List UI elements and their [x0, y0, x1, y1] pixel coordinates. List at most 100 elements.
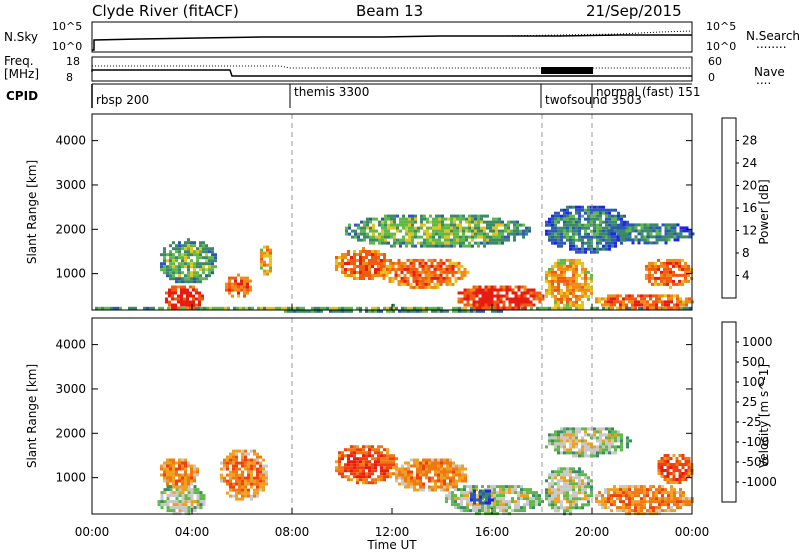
power-cell — [486, 226, 489, 230]
velocity-cell — [404, 479, 407, 483]
power-cell — [661, 294, 664, 298]
power-cell — [345, 226, 348, 230]
power-cell — [165, 291, 168, 295]
power-cell — [418, 273, 422, 277]
power-cell — [453, 214, 456, 218]
power-cell — [181, 265, 184, 269]
power-cell — [599, 217, 602, 221]
power-cell — [664, 238, 668, 242]
power-cell — [551, 214, 554, 218]
power-cell — [383, 259, 386, 262]
power-cell — [401, 306, 404, 310]
velocity-cell — [362, 445, 365, 449]
velocity-cell — [581, 491, 584, 495]
velocity-cell — [517, 485, 520, 489]
power-cell — [669, 261, 672, 265]
power-cell — [415, 285, 419, 289]
power-cell — [360, 220, 363, 224]
velocity-cell — [371, 481, 374, 485]
velocity-cell — [560, 476, 563, 480]
power-cell — [393, 241, 396, 245]
power-cell — [372, 238, 375, 242]
velocity-cell — [566, 433, 569, 437]
velocity-cell — [655, 488, 658, 492]
power-cell — [657, 258, 660, 262]
velocity-cell — [431, 479, 434, 483]
power-cell — [434, 306, 437, 310]
velocity-cell — [563, 476, 566, 480]
power-cell — [490, 294, 494, 298]
velocity-cell — [232, 488, 235, 492]
power-cell — [388, 279, 392, 283]
velocity-cell — [523, 494, 526, 498]
power-cell — [430, 264, 434, 268]
velocity-cell — [587, 482, 590, 486]
velocity-cell — [560, 485, 563, 489]
velocity-cell — [452, 461, 455, 465]
power-cell — [575, 282, 578, 286]
power-cell — [554, 276, 557, 280]
power-cell — [350, 259, 353, 262]
velocity-cell — [601, 500, 604, 504]
velocity-cell — [443, 467, 446, 471]
power-cell — [95, 306, 98, 310]
power-cell — [411, 229, 414, 233]
power-cell — [263, 251, 266, 255]
power-cell — [465, 244, 468, 248]
velocity-cell — [566, 436, 569, 440]
velocity-cell — [457, 497, 460, 501]
velocity-cell — [356, 463, 359, 467]
power-cell — [520, 300, 524, 304]
velocity-cell — [440, 464, 443, 468]
power-cell — [412, 264, 416, 268]
power-cell — [664, 223, 668, 227]
power-cell — [596, 211, 599, 215]
power-cell — [432, 226, 435, 230]
velocity-cell — [434, 467, 437, 471]
velocity-cell — [643, 503, 646, 507]
power-cell — [640, 232, 644, 236]
power-cell — [679, 232, 683, 236]
velocity-cell — [619, 494, 622, 498]
velocity-cell — [620, 442, 623, 446]
power-cell — [604, 303, 607, 307]
velocity-cell — [575, 485, 578, 489]
power-cell — [366, 226, 369, 230]
velocity-cell — [523, 491, 526, 495]
power-cell — [670, 297, 673, 301]
velocity-cell — [605, 442, 608, 446]
velocity-cell — [353, 469, 356, 473]
velocity-cell — [669, 481, 673, 484]
power-cell — [554, 264, 557, 268]
power-cell — [566, 238, 569, 242]
power-cell — [433, 282, 437, 286]
velocity-cell — [232, 458, 235, 462]
power-cell — [523, 291, 527, 295]
velocity-cell — [526, 497, 529, 501]
power-cell — [496, 303, 500, 307]
velocity-cell — [193, 488, 197, 492]
velocity-cell — [338, 457, 341, 461]
velocity-cell — [178, 473, 181, 477]
velocity-cell — [413, 461, 416, 465]
power-cell — [180, 297, 183, 301]
power-cell — [243, 276, 246, 280]
power-cell — [477, 235, 480, 239]
velocity-cell — [190, 506, 194, 510]
power-cell — [643, 294, 646, 298]
twofsound-freq-block — [541, 67, 593, 74]
power-cell — [246, 285, 249, 289]
velocity-cell — [380, 463, 383, 467]
velocity-cell — [563, 509, 566, 513]
velocity-cell — [401, 476, 404, 480]
velocity-cell — [661, 491, 664, 495]
velocity-cell — [374, 460, 377, 464]
power-cell — [584, 217, 587, 221]
velocity-cell — [545, 491, 548, 495]
velocity-cell — [454, 497, 457, 501]
velocity-cell — [443, 482, 446, 486]
power-cell — [660, 279, 663, 283]
velocity-cell — [584, 451, 587, 455]
velocity-cell — [502, 485, 505, 489]
power-cell — [399, 220, 402, 224]
